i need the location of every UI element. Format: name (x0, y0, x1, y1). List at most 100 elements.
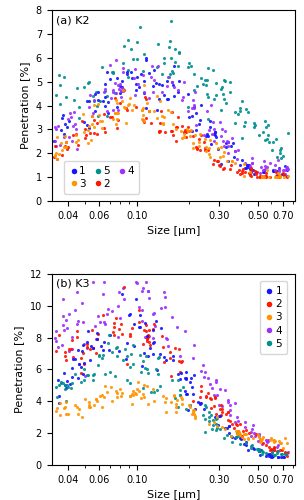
Point (259, 174, 264, 182)
Point (72, 120, 77, 128)
Point (200, 361, 205, 369)
Point (87, 124, 92, 132)
Point (149, 73, 154, 81)
Point (197, 134, 202, 142)
Point (101, 351, 106, 359)
Point (71, 108, 76, 116)
Point (147, 338, 151, 345)
Point (133, 80, 138, 88)
Point (141, 89, 146, 97)
Point (134, 279, 139, 287)
Point (128, 332, 133, 340)
Point (221, 138, 226, 145)
Point (251, 123, 256, 131)
Point (115, 389, 119, 397)
Point (94, 395, 98, 403)
Point (108, 94, 113, 102)
Point (114, 74, 119, 82)
Point (83, 396, 88, 404)
Point (202, 135, 207, 143)
Point (61, 111, 66, 119)
Point (116, 106, 120, 114)
Point (256, 432, 261, 440)
Point (157, 353, 162, 361)
Point (212, 413, 217, 421)
Point (59, 139, 64, 147)
Point (94, 394, 99, 402)
Point (169, 68, 174, 76)
Point (117, 325, 122, 333)
Point (240, 427, 245, 435)
Point (139, 106, 144, 114)
Point (255, 445, 260, 453)
Point (274, 173, 279, 181)
Point (151, 350, 156, 358)
Point (202, 428, 207, 436)
Point (258, 174, 263, 182)
Point (63, 380, 67, 388)
Point (141, 104, 146, 112)
Point (70, 364, 75, 372)
Point (80, 414, 85, 422)
Point (193, 121, 198, 129)
Point (212, 124, 216, 132)
Point (143, 332, 148, 340)
Point (162, 60, 167, 68)
Point (284, 163, 289, 171)
Point (109, 384, 113, 392)
Point (132, 342, 136, 350)
Point (261, 128, 265, 136)
Point (214, 422, 219, 430)
Point (133, 295, 138, 303)
Point (191, 406, 195, 414)
Point (107, 332, 112, 340)
Point (271, 167, 276, 175)
Point (163, 302, 168, 310)
Point (242, 430, 247, 438)
Point (256, 436, 261, 444)
Point (263, 123, 268, 131)
Point (281, 152, 285, 160)
Point (274, 174, 279, 182)
Point (63, 356, 68, 364)
Point (194, 143, 199, 151)
Point (64, 143, 68, 151)
Point (95, 397, 99, 405)
Point (212, 128, 217, 136)
Point (136, 83, 141, 91)
Point (64, 138, 69, 145)
Point (61, 404, 66, 412)
Point (285, 452, 290, 460)
Point (91, 371, 96, 379)
Point (180, 96, 185, 104)
Point (136, 306, 141, 314)
Point (86, 98, 91, 106)
Point (55, 376, 60, 384)
Point (252, 428, 257, 436)
Point (275, 172, 280, 180)
Point (252, 166, 257, 174)
Point (57, 381, 62, 389)
Point (143, 320, 148, 328)
Point (214, 420, 219, 428)
Point (223, 386, 227, 394)
Point (123, 118, 128, 126)
Point (285, 130, 290, 138)
Point (76, 405, 81, 413)
Point (95, 330, 100, 338)
Point (73, 355, 78, 363)
Point (260, 447, 264, 455)
Point (235, 146, 240, 154)
Point (242, 164, 247, 172)
Point (177, 49, 182, 57)
Point (262, 136, 267, 143)
Point (246, 163, 250, 171)
Point (219, 401, 223, 409)
Legend: 1, 3, 5, 2, 4: 1, 3, 5, 2, 4 (64, 161, 139, 194)
Point (134, 385, 139, 393)
Point (248, 428, 253, 436)
Point (190, 132, 195, 140)
Point (260, 440, 265, 448)
Point (152, 338, 157, 345)
Point (203, 76, 208, 84)
